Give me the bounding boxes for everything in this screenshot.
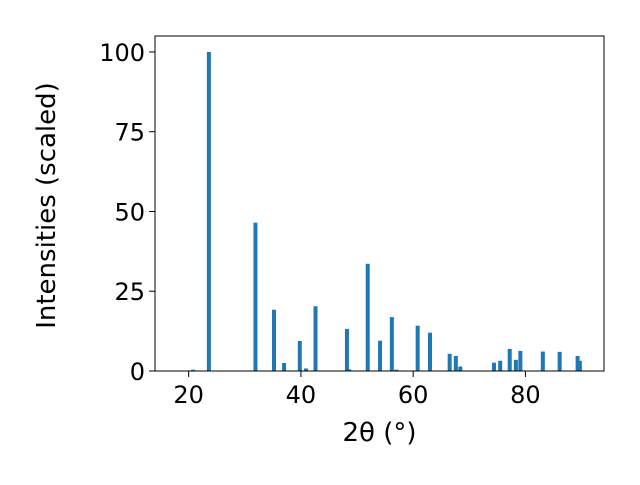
x-axis-ticks: 20 40 60 80 [173,371,541,409]
bars-group [191,51,582,371]
x-tick-label: 40 [286,381,317,409]
bar [458,366,463,371]
bar [415,325,420,371]
x-tick-label: 80 [510,381,541,409]
bar [575,356,580,371]
bar [557,351,562,371]
x-tick-label: 60 [398,381,429,409]
y-tick-label: 75 [114,119,145,147]
bar [191,369,196,371]
bar [344,328,349,371]
bar [378,340,383,371]
bar [271,309,276,371]
y-tick-label: 100 [99,39,145,67]
bar [297,341,302,371]
bar [313,306,318,371]
bar [347,369,352,371]
bar [447,353,452,371]
y-tick-label: 25 [114,278,145,306]
bar [282,363,287,371]
x-axis-label: 2θ (°) [342,418,416,448]
y-axis-label: Intensities (scaled) [32,82,62,329]
bar [453,356,458,371]
bar [389,317,394,371]
bar [365,263,370,371]
plot-frame [154,35,605,372]
bar [577,360,582,371]
bar [492,362,496,371]
bar [513,359,518,371]
y-axis-ticks: 0 25 50 75 100 [99,39,155,386]
y-tick-label: 50 [114,198,145,226]
x-tick-label: 20 [173,381,204,409]
bar [206,51,211,371]
bar [507,348,512,371]
bar [428,332,433,371]
y-tick-label: 0 [130,358,145,386]
bar [540,351,545,371]
bar [394,369,399,371]
bar [518,350,523,371]
bar [253,222,258,371]
bar [498,360,503,371]
bar [303,368,308,371]
